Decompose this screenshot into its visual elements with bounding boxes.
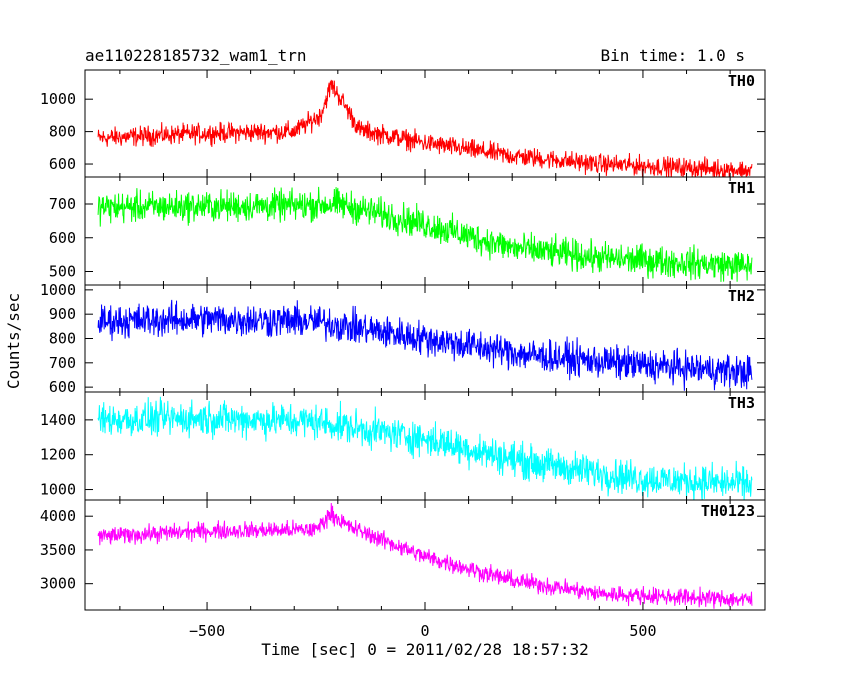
series-line-th3 [97, 396, 753, 500]
y-tick-label: 900 [49, 305, 76, 323]
y-tick-label: 4000 [40, 507, 76, 525]
x-tick-label: 0 [420, 622, 429, 640]
y-tick-label: 800 [49, 330, 76, 348]
y-tick-label: 3000 [40, 575, 76, 593]
y-tick-label: 1200 [40, 446, 76, 464]
panel-frame [84, 69, 766, 178]
panel-label: TH2 [728, 287, 755, 305]
y-tick-label: 1000 [40, 481, 76, 499]
x-tick-label: −500 [189, 622, 225, 640]
bin-time-label: Bin time: 1.0 s [601, 46, 746, 65]
y-tick-label: 3500 [40, 541, 76, 559]
series-line-th2 [97, 299, 753, 391]
y-tick-label: 700 [49, 195, 76, 213]
panel-label: TH3 [728, 394, 755, 412]
series-line-th1 [97, 186, 753, 282]
chart-panels: 600 800 1000 TH0 500 600 700 TH1 600 700 800 900 100… [40, 69, 766, 611]
series-line-th0123 [97, 503, 753, 609]
y-tick-label: 600 [49, 378, 76, 396]
series-line-th0 [97, 79, 753, 177]
panel-label: TH0123 [701, 502, 755, 520]
y-axis-label: Counts/sec [4, 293, 23, 389]
y-tick-label: 600 [49, 155, 76, 173]
panel-label: TH0 [728, 72, 755, 90]
x-tick-labels: −500 0 500 [189, 622, 657, 640]
chart-title: ae110228185732_wam1_trn [85, 46, 307, 65]
panel-th3: 1000 1200 1400 TH3 [40, 391, 766, 501]
panel-th1: 500 600 700 TH1 [49, 176, 766, 286]
y-tick-label: 800 [49, 123, 76, 141]
y-tick-label: 1400 [40, 411, 76, 429]
x-tick-label: 500 [629, 622, 656, 640]
y-tick-label: 1000 [40, 90, 76, 108]
y-tick-label: 1000 [40, 281, 76, 299]
x-axis-label: Time [sec] 0 = 2011/02/28 18:57:32 [261, 640, 589, 659]
y-tick-label: 500 [49, 263, 76, 281]
y-tick-label: 600 [49, 229, 76, 247]
y-tick-label: 700 [49, 354, 76, 372]
panel-th0: 600 800 1000 TH0 [40, 69, 766, 178]
panel-th0123: 3000 3500 4000 TH0123 [40, 499, 766, 611]
panel-th2: 600 700 800 900 1000 TH2 [40, 281, 766, 396]
panel-label: TH1 [728, 179, 755, 197]
